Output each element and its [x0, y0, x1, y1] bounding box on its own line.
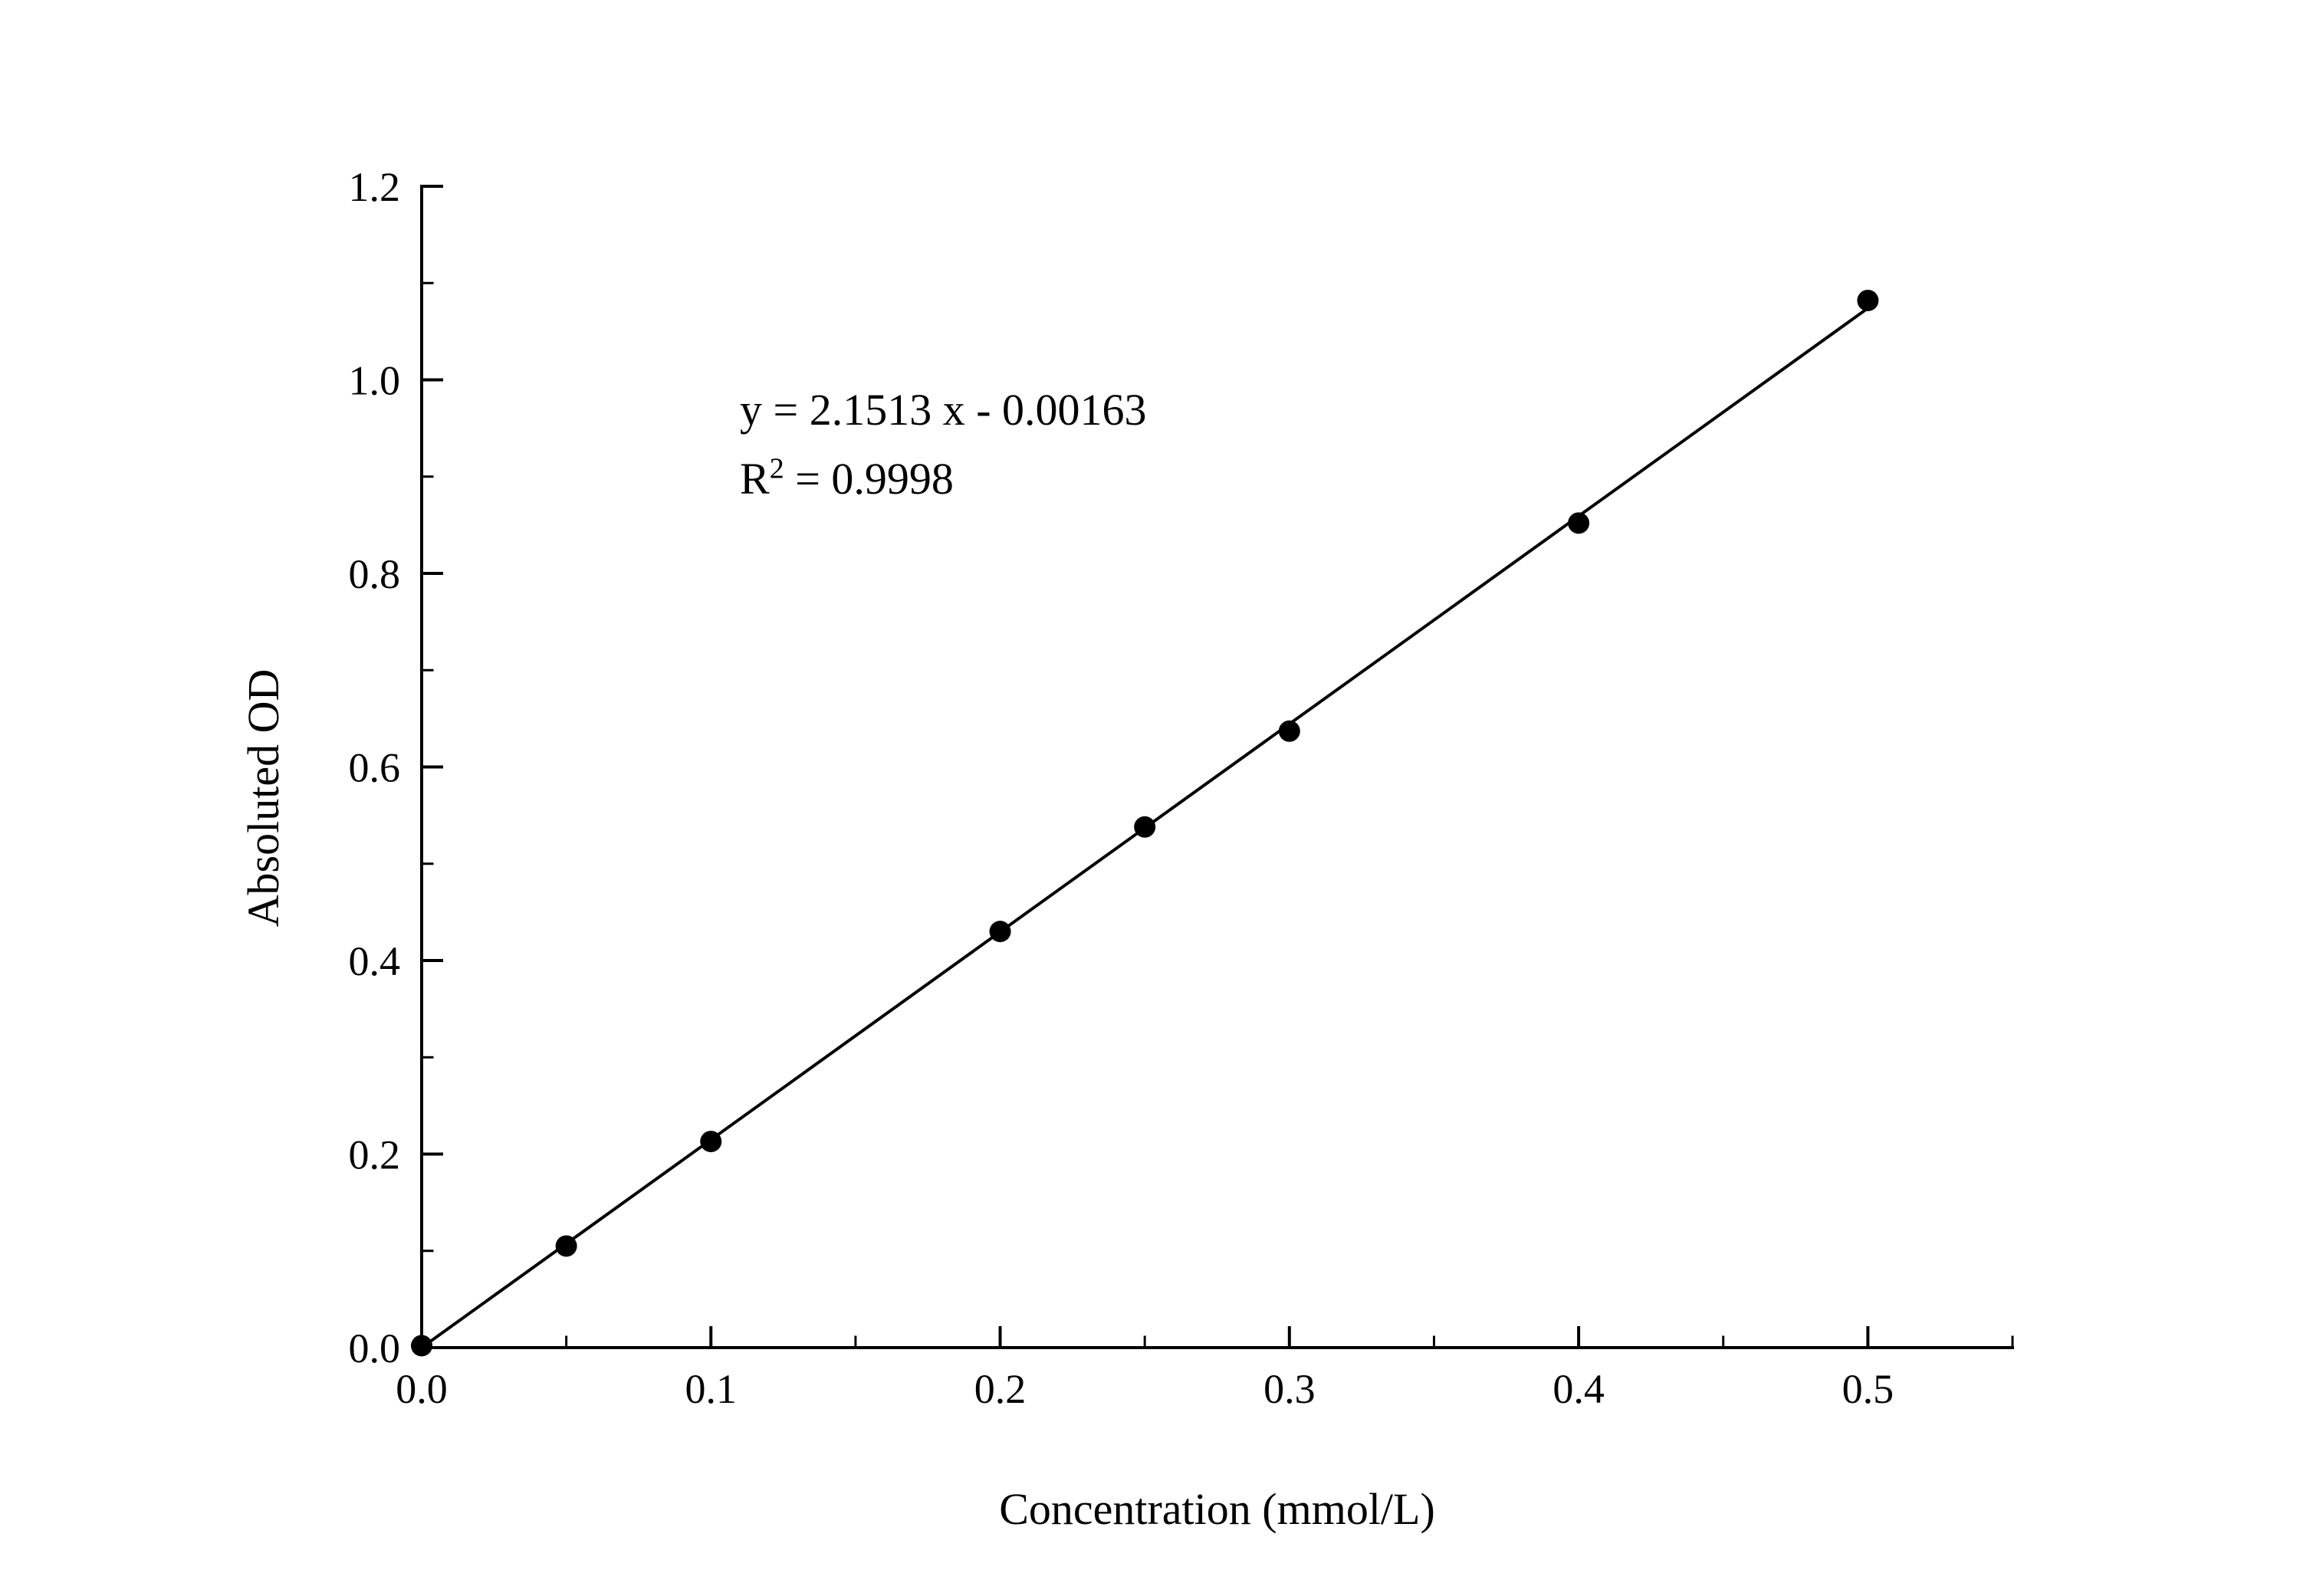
y-tick-label: 1.2 [349, 164, 401, 210]
data-point [411, 1335, 432, 1357]
data-point [1134, 816, 1156, 838]
data-point [1857, 289, 1879, 311]
r-squared-exponent: 2 [769, 452, 784, 485]
x-tick-label: 0.1 [685, 1366, 738, 1412]
x-tick-label: 0.0 [396, 1366, 448, 1412]
fit-equation: y = 2.1513 x - 0.00163 [740, 385, 1147, 435]
data-point [700, 1131, 722, 1153]
y-tick-label: 1.0 [349, 358, 401, 404]
data-point [989, 921, 1011, 943]
y-tick-label: 0.2 [349, 1132, 401, 1178]
x-tick-label: 0.5 [1842, 1366, 1894, 1412]
y-tick-label: 0.0 [349, 1325, 401, 1371]
r-squared-base: R [740, 453, 770, 504]
x-axis-title: Concentration (mmol/L) [999, 1484, 1435, 1534]
y-tick-label: 0.8 [349, 551, 401, 597]
y-axis-title: Absoluted OD [238, 668, 288, 928]
r-squared-value: = 0.9998 [784, 453, 954, 504]
fit-annotation: y = 2.1513 x - 0.00163 R2 = 0.9998 [740, 376, 1147, 514]
y-tick-label: 0.4 [349, 938, 401, 984]
x-tick-label: 0.2 [974, 1366, 1027, 1412]
x-tick-label: 0.3 [1263, 1366, 1316, 1412]
x-tick-label: 0.4 [1552, 1366, 1605, 1412]
data-point [555, 1235, 577, 1257]
y-tick-label: 0.6 [349, 745, 401, 791]
data-point [1278, 720, 1300, 742]
data-point [1568, 512, 1590, 534]
fit-r-squared: R2 = 0.9998 [740, 445, 1147, 514]
